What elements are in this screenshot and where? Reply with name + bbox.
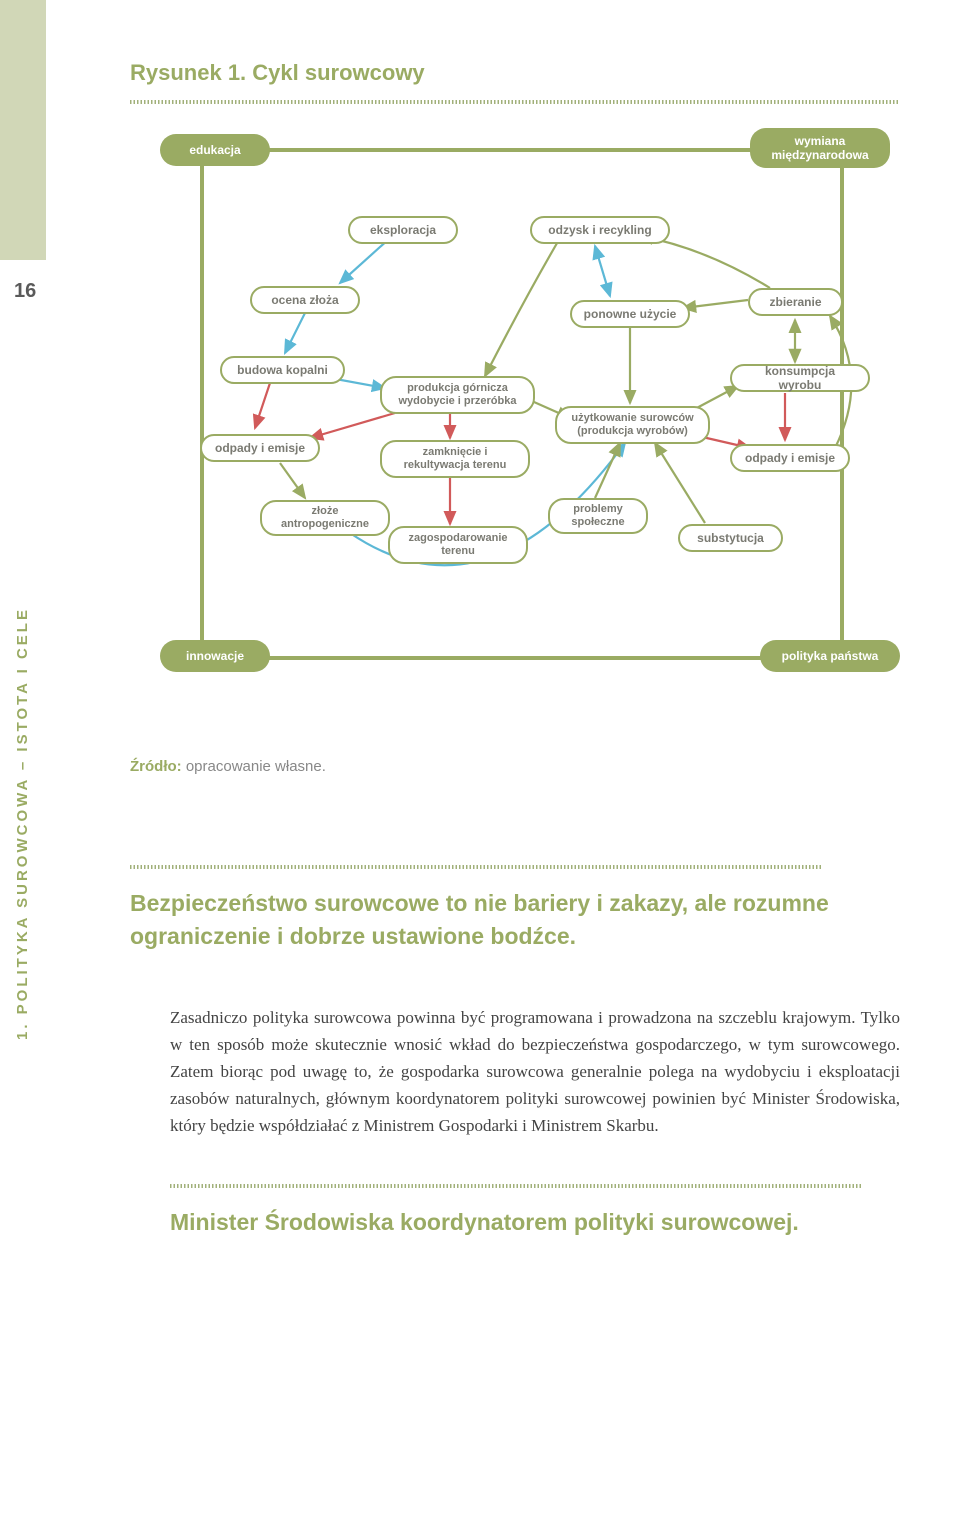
node-budowa: budowa kopalni	[220, 356, 345, 384]
node-ocena: ocena złoża	[250, 286, 360, 314]
chapter-side-label: 1. POLITYKA SUROWCOWA – ISTOTA I CELE	[14, 607, 31, 1040]
node-odpady-left: odpady i emisje	[200, 434, 320, 462]
node-wymiana: wymiana międzynarodowa	[750, 128, 890, 168]
node-polityka: polityka państwa	[760, 640, 900, 672]
node-innowacje: innowacje	[160, 640, 270, 672]
node-ponowne: ponowne użycie	[570, 300, 690, 328]
divider	[130, 865, 822, 869]
node-zbieranie: zbieranie	[748, 288, 843, 316]
node-eksploracja: eksploracja	[348, 216, 458, 244]
node-substytucja: substytucja	[678, 524, 783, 552]
node-produkcja: produkcja górnicza wydobycie i przeróbka	[380, 376, 535, 414]
node-uzytkowanie: użytkowanie surowców (produkcja wyrobów)	[555, 406, 710, 444]
node-konsumpcja: konsumpcja wyrobu	[730, 364, 870, 392]
pullquote-1: Bezpieczeństwo surowcowe to nie bariery …	[130, 887, 900, 954]
diagram-arrows	[130, 128, 900, 718]
node-odpady-right: odpady i emisje	[730, 444, 850, 472]
node-zamkniecie: zamknięcie i rekultywacja terenu	[380, 440, 530, 478]
page-number: 16	[14, 280, 36, 303]
source-text: opracowanie własne.	[182, 758, 326, 775]
figure-title: Rysunek 1. Cykl surowcowy	[130, 60, 900, 86]
divider	[170, 1184, 862, 1188]
node-edukacja: edukacja	[160, 134, 270, 166]
pullquote-2: Minister Środowiska koordynatorem polity…	[170, 1206, 900, 1239]
node-zagosp: zagospodarowanie terenu	[388, 526, 528, 564]
node-problemy: problemy społeczne	[548, 498, 648, 534]
cycle-diagram: edukacja wymiana międzynarodowa innowacj…	[130, 128, 900, 718]
node-zloze: złoże antropogeniczne	[260, 500, 390, 536]
source-label: Źródło:	[130, 758, 182, 775]
divider	[130, 100, 900, 104]
page-accent-bar	[0, 0, 46, 260]
page-content: Rysunek 1. Cykl surowcowy	[130, 60, 900, 1239]
node-odzysk: odzysk i recykling	[530, 216, 670, 244]
body-paragraph: Zasadniczo polityka surowcowa powinna by…	[170, 1004, 900, 1140]
figure-source: Źródło: opracowanie własne.	[130, 758, 900, 775]
